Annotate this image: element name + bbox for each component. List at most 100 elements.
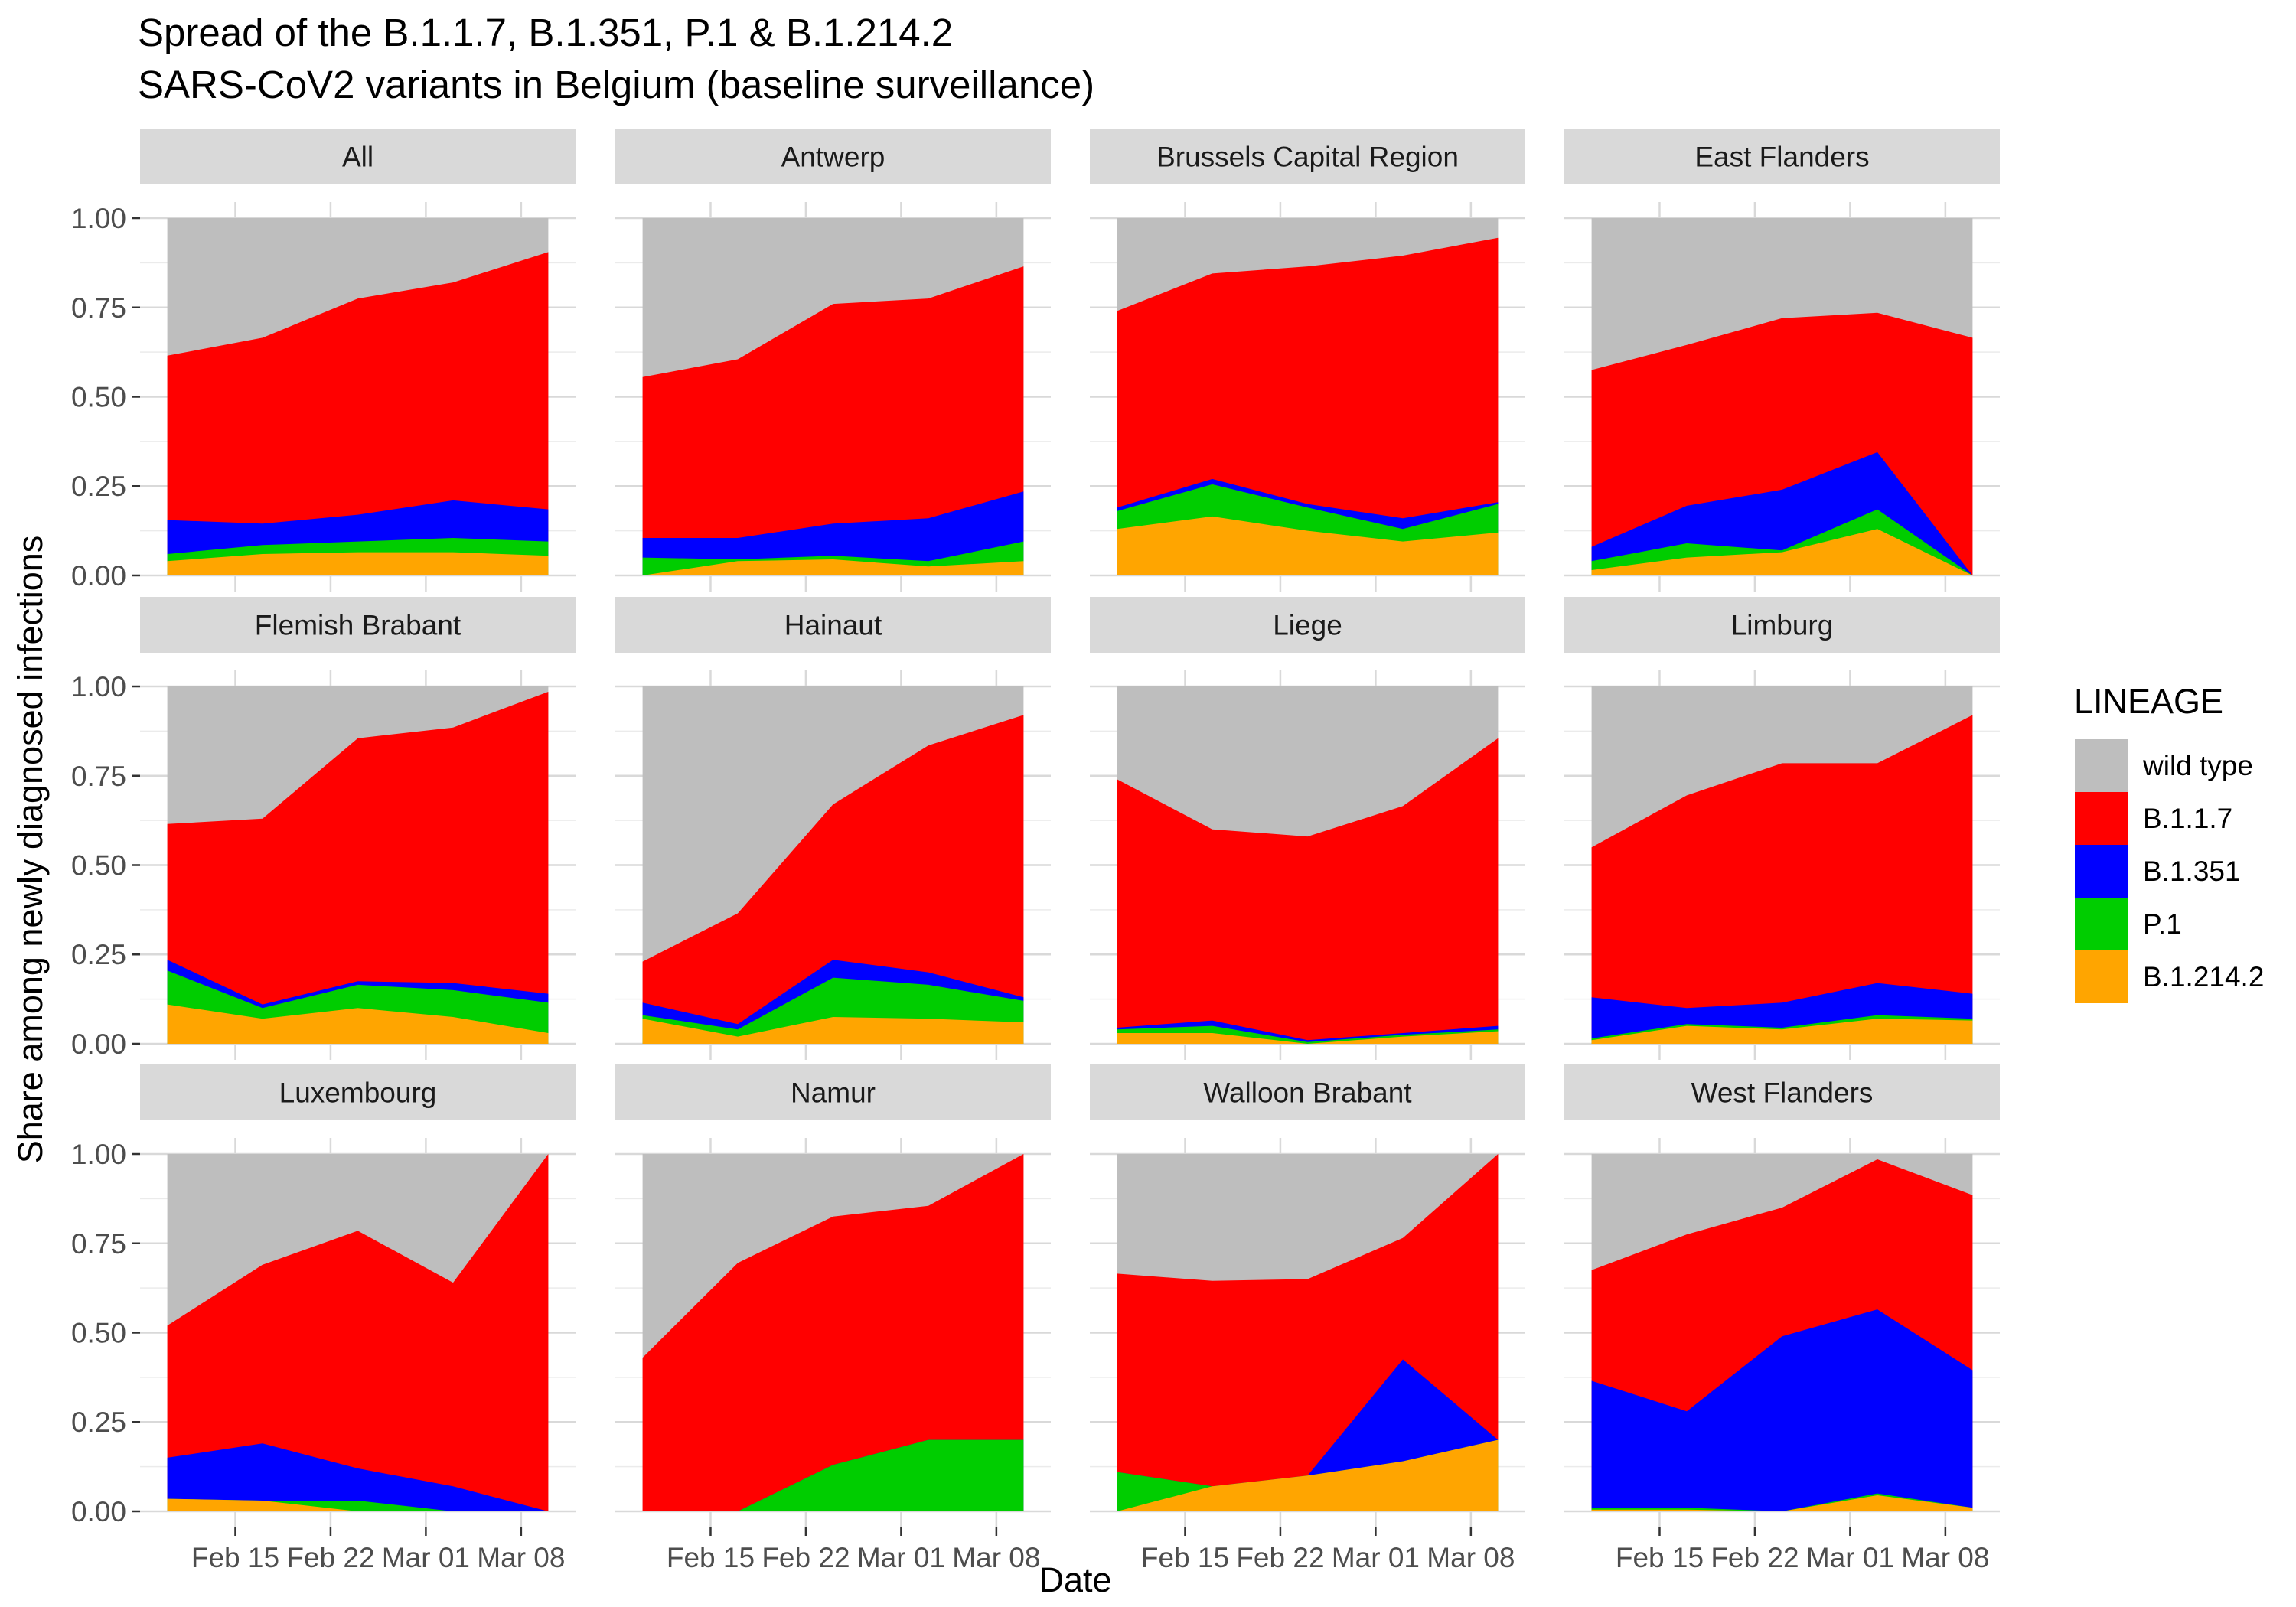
legend: LINEAGE wild type B.1.1.7 B.1.351 P.1 B.1.21… — [2074, 682, 2264, 1003]
y-axis: 0.00 0.25 0.50 0.75 1.00 — [71, 203, 140, 592]
y-axis: 0.00 0.25 0.50 0.75 1.00 — [71, 1139, 140, 1527]
x-tick-label: Mar 08 — [1901, 1542, 1989, 1573]
x-tick-label: Mar 08 — [1427, 1542, 1515, 1573]
area-b-1-1-7 — [1117, 738, 1499, 1044]
x-tick-label: Mar 01 — [1332, 1542, 1420, 1573]
y-tick-label: 0.00 — [71, 560, 126, 592]
chart-title-line-1: Spread of the B.1.1.7, B.1.351, P.1 & B.… — [138, 11, 953, 54]
area-layers — [642, 1154, 1024, 1511]
x-axes: Feb 15 Feb 22 Mar 01 Mar 08 Feb 15 Feb 22 Mar … — [191, 1527, 1989, 1573]
y-tick-label: 1.00 — [71, 203, 126, 234]
facet-strip — [1564, 129, 2000, 184]
area-b-1-1-7 — [1591, 715, 1973, 1044]
x-tick-label: Feb 22 — [762, 1542, 850, 1573]
facet-strip — [1090, 1064, 1525, 1120]
area-layers — [167, 1154, 549, 1511]
area-b-1-214-2 — [167, 552, 549, 575]
facet-strip-label: Walloon Brabant — [1203, 1077, 1412, 1109]
x-axis: Feb 15 Feb 22 Mar 01 Mar 08 — [1141, 1527, 1515, 1573]
area-layers — [167, 686, 549, 1044]
x-axis-title: Date — [1039, 1560, 1111, 1599]
legend-key — [2075, 898, 2128, 950]
legend-label: P.1 — [2143, 908, 2182, 940]
x-tick-label: Feb 15 — [1141, 1542, 1229, 1573]
facet-strip-label: Limburg — [1731, 610, 1834, 641]
area-b-1-1-7 — [642, 266, 1024, 575]
area-b-1-214-2 — [1117, 1031, 1499, 1044]
facet-strip-label: Liege — [1273, 610, 1342, 641]
area-b-1-214-2 — [1591, 529, 1973, 575]
legend-label: wild type — [2142, 750, 2253, 781]
chart-title-line-2: SARS-CoV2 variants in Belgium (baseline … — [138, 63, 1094, 106]
area-b-1-1-7 — [642, 1154, 1024, 1511]
area-b-1-214-2 — [1591, 1019, 1973, 1044]
area-layers — [1117, 686, 1499, 1044]
facet-strip-label: Luxembourg — [279, 1077, 437, 1109]
y-axes: 0.00 0.25 0.50 0.75 1.00 0.00 0.25 0.50 0.75 1.00… — [71, 203, 140, 1527]
facet-strip — [1564, 1064, 2000, 1120]
x-tick-label: Feb 22 — [1711, 1542, 1799, 1573]
facet-strip-label: Namur — [791, 1077, 876, 1109]
facet-strip-label: West Flanders — [1691, 1077, 1874, 1109]
facet-panel: All — [140, 129, 576, 592]
legend-key — [2075, 845, 2128, 898]
facet-panel: Brussels Capital Region — [1090, 129, 1525, 592]
facet-strip — [1090, 129, 1525, 184]
y-tick-label: 0.50 — [71, 850, 126, 882]
legend-label: B.1.1.7 — [2143, 803, 2232, 834]
legend-label: B.1.214.2 — [2143, 961, 2264, 993]
area-b-1-351 — [1591, 1309, 1973, 1511]
area-layers — [642, 686, 1024, 1044]
area-b-1-351 — [642, 491, 1024, 575]
facet-strip-label: Brussels Capital Region — [1156, 142, 1459, 173]
facet-panel: East Flanders — [1564, 129, 2000, 592]
x-tick-label: Feb 15 — [191, 1542, 279, 1573]
y-tick-label: 1.00 — [71, 1139, 126, 1170]
y-tick-label: 0.00 — [71, 1496, 126, 1527]
y-tick-label: 0.75 — [71, 292, 126, 324]
y-tick-label: 1.00 — [71, 671, 126, 702]
area-layers — [642, 218, 1024, 575]
facet-strip — [615, 1064, 1051, 1120]
y-tick-label: 0.25 — [71, 939, 126, 970]
x-axis: Feb 15 Feb 22 Mar 01 Mar 08 — [667, 1527, 1040, 1573]
facet-strip — [1090, 597, 1525, 653]
facet-strip-label: Flemish Brabant — [255, 610, 461, 641]
area-b-1-214-2 — [1591, 1495, 1973, 1511]
area-b-1-214-2 — [642, 1017, 1024, 1044]
facet-panel: Walloon Brabant — [1090, 1064, 1525, 1527]
area-b-1-1-7 — [167, 252, 549, 575]
y-tick-label: 0.50 — [71, 382, 126, 413]
facet-panel: Antwerp — [615, 129, 1051, 592]
x-tick-label: Mar 08 — [952, 1542, 1040, 1573]
x-tick-label: Feb 22 — [1236, 1542, 1324, 1573]
facet-strip — [140, 129, 576, 184]
x-tick-label: Feb 15 — [667, 1542, 755, 1573]
facet-strip-label: Antwerp — [781, 142, 885, 173]
y-tick-label: 0.75 — [71, 1228, 126, 1260]
area-layers — [1591, 218, 1973, 575]
x-tick-label: Mar 01 — [382, 1542, 470, 1573]
x-axis: Feb 15 Feb 22 Mar 01 Mar 08 — [1616, 1527, 1989, 1573]
area-b-1-214-2 — [642, 559, 1024, 575]
facet-strip — [140, 1064, 576, 1120]
legend-label: B.1.351 — [2143, 856, 2241, 887]
area-layers — [1117, 218, 1499, 575]
area-b-1-1-7 — [642, 715, 1024, 1044]
area-layers — [1591, 686, 1973, 1044]
y-tick-label: 0.75 — [71, 761, 126, 792]
facet-panel: Namur — [615, 1064, 1051, 1527]
area-b-1-214-2 — [167, 1498, 549, 1511]
y-tick-label: 0.25 — [71, 471, 126, 502]
x-axis: Feb 15 Feb 22 Mar 01 Mar 08 — [191, 1527, 565, 1573]
facet-strip — [615, 129, 1051, 184]
chart-title: Spread of the B.1.1.7, B.1.351, P.1 & B.… — [138, 11, 1094, 106]
area-p-1 — [642, 1439, 1024, 1511]
facet-panel: Flemish Brabant — [140, 597, 576, 1060]
area-layers — [1591, 1154, 1973, 1511]
area-b-1-351 — [167, 1443, 549, 1511]
facet-panel: Limburg — [1564, 597, 2000, 1060]
facet-panels: All Antwerp Brussels Capital Region East Fl… — [140, 129, 2000, 1527]
area-b-1-214-2 — [1117, 516, 1499, 575]
